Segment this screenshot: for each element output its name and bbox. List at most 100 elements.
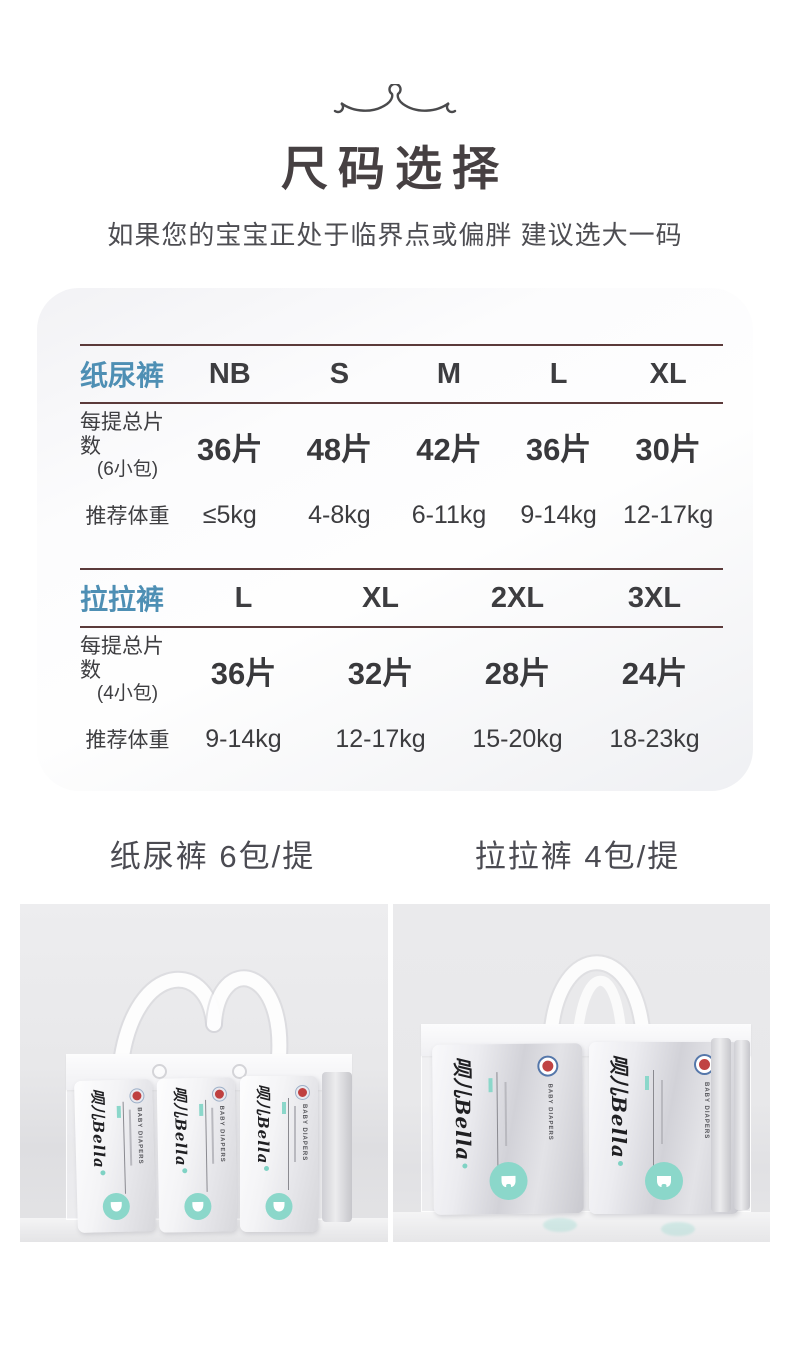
- cell-value: 36片: [525, 431, 592, 467]
- brand-dot-icon: [100, 1170, 106, 1176]
- teal-mark: [645, 1076, 649, 1090]
- side-caption: BABY DIAPERS: [135, 1107, 144, 1165]
- cell-value: 42片: [416, 431, 482, 467]
- side-caption: BABY DIAPERS: [546, 1083, 554, 1141]
- divider: [80, 568, 723, 570]
- cell-value: 12-17kg: [622, 500, 714, 529]
- row-label: 每提总片数 (6小包): [80, 410, 164, 481]
- row-label: 推荐体重: [85, 729, 170, 752]
- caption-pullups: 拉拉裤 4包/提: [474, 839, 681, 874]
- brand-logo: 呗儿Bella: [450, 1056, 476, 1162]
- size-chart-card: 纸尿裤 NB S M L XL 每提总片数 (6小包) 36片 48片 42片 …: [37, 288, 753, 791]
- table-header-row: 纸尿裤 NB S M L XL: [80, 346, 723, 402]
- cell-value: 9-14kg: [520, 500, 597, 529]
- size-header: L: [549, 357, 568, 390]
- brand-dot-icon: [618, 1160, 624, 1166]
- side-caption: BABY DIAPERS: [301, 1104, 307, 1162]
- print-line: [205, 1099, 208, 1192]
- cell-value: 36片: [210, 655, 277, 691]
- brand-dot-icon: [462, 1163, 468, 1169]
- print-line: [288, 1098, 289, 1190]
- pack-captions: 纸尿裤 6包/提 拉拉裤 4包/提: [0, 831, 790, 876]
- pullup-pack: 呗儿Bella BABY DIAPERS: [432, 1043, 584, 1215]
- cell-value: 28片: [484, 655, 551, 691]
- cell-value: 48片: [306, 431, 373, 467]
- bag-handles: [111, 969, 289, 1081]
- size-header: XL: [361, 581, 400, 614]
- side-caption: BABY DIAPERS: [703, 1082, 709, 1140]
- product-images: 呗儿Bella BABY DIAPERS 呗儿Bella BABY DIAPER…: [20, 904, 790, 1242]
- caption-diapers: 纸尿裤 6包/提: [109, 839, 316, 874]
- brand-dot-icon: [182, 1168, 188, 1174]
- seal-badge-icon: [130, 1089, 144, 1103]
- product-image-pullups-bag[interactable]: 呗儿Bella BABY DIAPERS 呗儿Bella BABY DIAPER…: [393, 904, 770, 1242]
- print-text: [294, 1106, 296, 1162]
- size-header: 2XL: [490, 581, 545, 614]
- print-text: [504, 1082, 508, 1147]
- page-subtitle: 如果您的宝宝正处于临界点或偏胖 建议选大一码: [107, 220, 683, 250]
- size-header: 3XL: [627, 581, 682, 614]
- seal-badge-icon: [212, 1087, 227, 1101]
- reflection-teal-dot: [543, 1218, 577, 1232]
- print-line: [122, 1101, 126, 1194]
- bag-side-gusset: [322, 1072, 352, 1222]
- cell-value: 4-8kg: [308, 500, 371, 529]
- table-row-count: 每提总片数 (6小包) 36片 48片 42片 36片 30片: [80, 404, 723, 488]
- cell-value: 15-20kg: [472, 724, 563, 753]
- teal-mark: [199, 1103, 204, 1116]
- brand-dot-icon: [264, 1166, 270, 1172]
- bag-side-gusset: [734, 1040, 750, 1210]
- table-header-row: 拉拉裤 L XL 2XL 3XL: [80, 570, 723, 626]
- pullup-icon: [489, 1161, 528, 1201]
- category-label-pullups: 拉拉裤: [80, 584, 165, 615]
- divider: [80, 402, 723, 404]
- teal-mark: [116, 1105, 122, 1118]
- cell-value: 32片: [347, 655, 414, 691]
- product-image-diapers-bag[interactable]: 呗儿Bella BABY DIAPERS 呗儿Bella BABY DIAPER…: [20, 904, 388, 1242]
- size-table-pullups: 拉拉裤 L XL 2XL 3XL 每提总片数 (4小包) 36片 32片 28片…: [80, 568, 723, 766]
- cell-value: 12-17kg: [335, 724, 426, 753]
- bag-side-gusset: [711, 1038, 731, 1212]
- diaper-icon: [184, 1192, 212, 1221]
- row-label: 每提总片数 (4小包): [80, 634, 164, 705]
- size-table-diapers: 纸尿裤 NB S M L XL 每提总片数 (6小包) 36片 48片 42片 …: [80, 344, 723, 542]
- cell-value: 18-23kg: [609, 724, 700, 753]
- print-line: [653, 1070, 654, 1176]
- table-row-weight: 推荐体重 ≤5kg 4-8kg 6-11kg 9-14kg 12-17kg: [80, 488, 723, 542]
- print-text: [661, 1080, 663, 1144]
- grommet-icon: [232, 1064, 247, 1079]
- size-header: M: [436, 357, 462, 390]
- divider: [80, 626, 723, 628]
- size-header: XL: [649, 357, 687, 390]
- table-row-weight: 推荐体重 9-14kg 12-17kg 15-20kg 18-23kg: [80, 712, 723, 766]
- category-label-diapers: 纸尿裤: [80, 360, 165, 391]
- diaper-icon: [102, 1192, 131, 1221]
- flourish-ornament-icon: [333, 84, 457, 114]
- teal-mark: [488, 1078, 493, 1093]
- size-header: NB: [208, 357, 251, 390]
- brand-logo: 呗儿Bella: [170, 1086, 191, 1167]
- diaper-pack: 呗儿Bella BABY DIAPERS: [156, 1077, 238, 1233]
- seal-badge-icon: [539, 1057, 557, 1075]
- print-line: [496, 1072, 499, 1179]
- reflection-teal-dot: [661, 1222, 695, 1236]
- divider: [80, 344, 723, 346]
- pullup-icon: [645, 1162, 683, 1200]
- print-text: [128, 1109, 133, 1166]
- row-label: 推荐体重: [85, 505, 170, 528]
- cell-value: 36片: [197, 431, 263, 467]
- bag-handles: [542, 954, 652, 1043]
- brand-logo: 呗儿Bella: [254, 1084, 272, 1165]
- cell-value: 6-11kg: [411, 500, 487, 529]
- print-text: [211, 1107, 215, 1164]
- teal-mark: [282, 1102, 286, 1114]
- diaper-pack: 呗儿Bella BABY DIAPERS: [240, 1076, 318, 1232]
- brand-logo: 呗儿Bella: [88, 1088, 109, 1169]
- cell-value: 9-14kg: [205, 724, 282, 753]
- size-header: S: [329, 357, 350, 390]
- floor-reflection: [393, 1212, 770, 1242]
- diaper-pack: 呗儿Bella BABY DIAPERS: [74, 1079, 156, 1233]
- brand-logo: 呗儿Bella: [607, 1054, 631, 1159]
- cell-value: 30片: [635, 431, 701, 467]
- page-title: 尺码选择: [281, 142, 509, 197]
